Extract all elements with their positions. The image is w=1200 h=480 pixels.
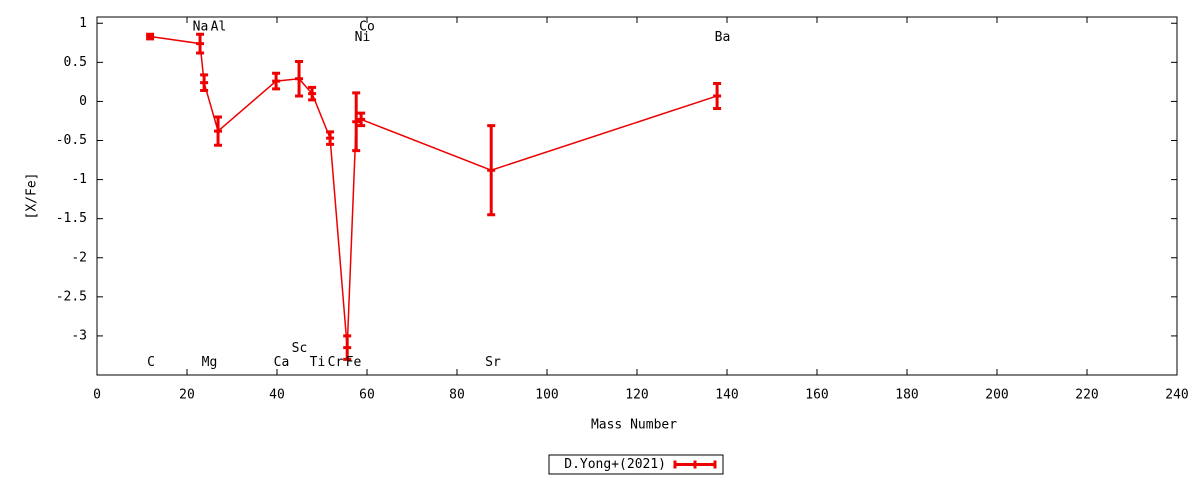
- error-bar: [295, 60, 304, 98]
- legend-swatch: [673, 460, 717, 469]
- x-axis-label: Mass Number: [591, 418, 677, 433]
- element-label: Na: [193, 20, 209, 35]
- series-line: [149, 35, 718, 348]
- element-label: Cr: [328, 355, 344, 370]
- element-label: Ca: [274, 355, 290, 370]
- plot-frame: [96, 16, 1178, 376]
- error-bar: [352, 91, 361, 153]
- y-tick-label: -3: [71, 328, 87, 343]
- element-label: Sr: [485, 355, 501, 370]
- y-axis-label: [X/Fe]: [25, 173, 40, 220]
- x-tick-label: 140: [715, 388, 738, 403]
- y-tick-label: -2: [71, 250, 87, 265]
- element-label: Ni: [355, 30, 371, 45]
- error-bar: [146, 32, 155, 41]
- x-tick-label: 80: [449, 388, 465, 403]
- error-bar: [713, 81, 722, 110]
- error-bar: [487, 124, 496, 217]
- element-label: C: [147, 355, 155, 370]
- x-tick-label: 160: [805, 388, 828, 403]
- legend-box: [548, 454, 724, 475]
- x-tick-label: 220: [1075, 388, 1098, 403]
- x-tick-label: 60: [359, 388, 375, 403]
- element-label: Al: [211, 20, 227, 35]
- element-label: Sc: [292, 341, 308, 356]
- y-tick-label: 0: [79, 94, 87, 109]
- y-tick-label: -2.5: [56, 289, 87, 304]
- y-tick-label: -1.5: [56, 211, 87, 226]
- element-label: Fe: [346, 355, 362, 370]
- element-label: Ba: [715, 30, 731, 45]
- legend-label: D.Yong+(2021): [564, 457, 666, 472]
- y-tick-label: -1: [71, 172, 87, 187]
- y-tick-label: -0.5: [56, 133, 87, 148]
- error-bar: [200, 73, 209, 92]
- error-bar: [272, 71, 281, 91]
- y-tick-label: 1: [79, 16, 87, 31]
- error-bar: [357, 111, 366, 128]
- error-bar: [343, 334, 352, 361]
- error-bar: [196, 32, 205, 55]
- element-label: Co: [359, 20, 375, 35]
- x-tick-label: 200: [985, 388, 1008, 403]
- x-tick-label: 100: [535, 388, 558, 403]
- x-tick-label: 240: [1165, 388, 1188, 403]
- y-tick-label: 0.5: [64, 55, 87, 70]
- error-bar: [308, 85, 317, 102]
- error-bar: [326, 130, 335, 146]
- x-tick-label: 20: [179, 388, 195, 403]
- error-bar: [214, 115, 223, 147]
- element-label: Mg: [202, 355, 218, 370]
- x-tick-label: 120: [625, 388, 648, 403]
- x-tick-label: 0: [93, 388, 101, 403]
- x-tick-label: 40: [269, 388, 285, 403]
- x-tick-label: 180: [895, 388, 918, 403]
- element-label: Ti: [310, 355, 326, 370]
